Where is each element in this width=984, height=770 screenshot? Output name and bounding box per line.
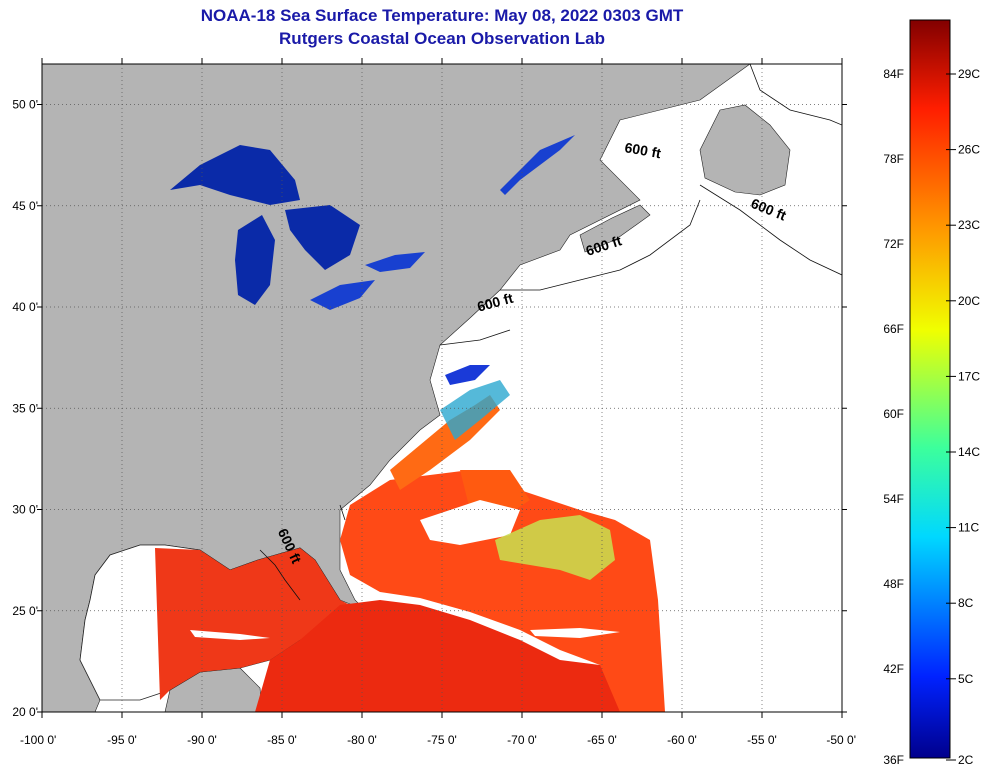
colorbar-fahrenheit-label: 60F: [883, 407, 904, 421]
latitude-label: 25 0': [12, 604, 38, 618]
cloud-streak: [530, 628, 620, 638]
latitude-label: 50 0': [12, 98, 38, 112]
map-title: NOAA-18 Sea Surface Temperature: May 08,…: [200, 6, 684, 25]
latitude-label: 45 0': [12, 199, 38, 213]
latitude-label: 30 0': [12, 503, 38, 517]
longitude-label: -50 0': [826, 733, 856, 747]
cloud-streak: [190, 630, 270, 640]
lake-ontario: [365, 252, 425, 272]
longitude-label: -60 0': [667, 733, 697, 747]
gulf-of-mexico-sst: [155, 548, 360, 700]
longitude-label: -100 0': [20, 733, 56, 747]
colorbar-fahrenheit-label: 78F: [883, 152, 904, 166]
longitude-label: -55 0': [747, 733, 777, 747]
axis-ticks: [37, 58, 847, 718]
longitude-label: -95 0': [107, 733, 137, 747]
colorbar-fahrenheit-label: 54F: [883, 492, 904, 506]
latitude-labels: 20 0' 25 0' 30 0' 35 0' 40 0' 45 0' 50 0': [12, 98, 38, 720]
latitude-label: 40 0': [12, 300, 38, 314]
caribbean-sst: [255, 600, 665, 712]
northern-cloud-gap: [420, 500, 520, 545]
longitude-label: -75 0': [427, 733, 457, 747]
colorbar-celsius-label: 14C: [958, 445, 980, 459]
longitude-label: -65 0': [587, 733, 617, 747]
colorbar-fahrenheit-label: 66F: [883, 322, 904, 336]
longitude-labels: -100 0' -95 0' -90 0' -85 0' -80 0' -75 0' -70…: [20, 733, 856, 747]
nova-scotia-land: [579, 204, 651, 253]
isobath-600ft-line: [259, 64, 842, 601]
lake-superior: [170, 145, 300, 205]
colorbar-fahrenheit-label: 48F: [883, 577, 904, 591]
colorbar-celsius-label: 2C: [958, 753, 974, 767]
colorbar-celsius-label: 5C: [958, 672, 974, 686]
newfoundland-land: [699, 104, 791, 196]
lake-michigan: [235, 215, 275, 305]
longitude-label: -70 0': [507, 733, 537, 747]
colorbar-celsius-label: 29C: [958, 67, 980, 81]
colorbar-celsius-label: 23C: [958, 218, 980, 232]
colorbar-celsius-label: 26C: [958, 143, 980, 157]
colorbar-fahrenheit-label: 84F: [883, 67, 904, 81]
st-lawrence-river: [500, 135, 575, 195]
colorbar-gradient: [909, 19, 951, 759]
longitude-label: -85 0': [267, 733, 297, 747]
colorbar-celsius-label: 20C: [958, 294, 980, 308]
lake-erie: [310, 280, 375, 310]
isobath-label: 600 ft: [623, 139, 662, 161]
map-subtitle: Rutgers Coastal Ocean Observation Lab: [279, 29, 605, 48]
colorbar-fahrenheit-label: 36F: [883, 753, 904, 767]
colorbar-fahrenheit-label: 42F: [883, 662, 904, 676]
longitude-label: -90 0': [187, 733, 217, 747]
latitude-label: 35 0': [12, 401, 38, 415]
fahrenheit-scale: 84F 78F 72F 66F 60F 54F 48F 42F 36F: [883, 67, 904, 767]
graticule: [42, 64, 842, 712]
colorbar-celsius-label: 11C: [958, 521, 979, 535]
colorbar-celsius-label: 17C: [958, 369, 980, 383]
longitude-label: -80 0': [347, 733, 377, 747]
latitude-label: 20 0': [12, 705, 38, 719]
colorbar-fahrenheit-label: 72F: [883, 237, 904, 251]
coastal-blue-sst: [445, 365, 490, 385]
colorbar: 84F 78F 72F 66F 60F 54F 48F 42F 36F 29C 26C 23C 20C…: [883, 19, 980, 767]
lake-huron: [285, 205, 360, 270]
celsius-scale: 29C 26C 23C 20C 17C 14C 11C 8C 5C 2C: [946, 67, 980, 767]
slope-water-sst: [440, 380, 510, 440]
mid-atlantic-mixed-sst: [495, 515, 615, 580]
colorbar-celsius-label: 8C: [958, 596, 974, 610]
